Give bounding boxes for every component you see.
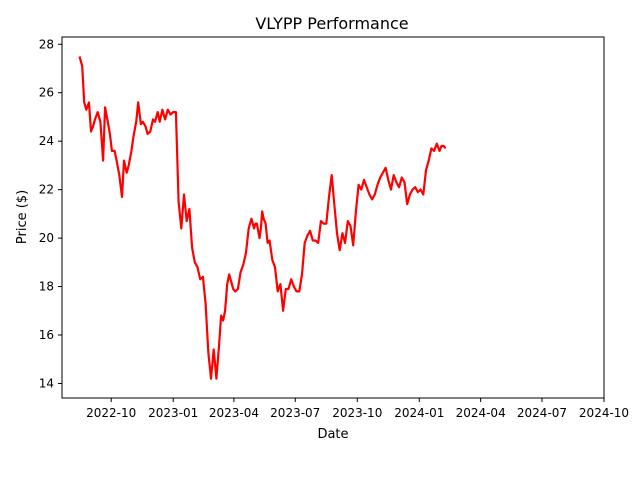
- x-ticks: 2022-10 2023-01 2023-04 2023-07 2023-10 2024-…: [86, 398, 629, 420]
- price-line: [78, 56, 447, 380]
- x-axis-label: Date: [317, 427, 348, 442]
- x-tick-label: 2024-10: [579, 406, 629, 420]
- plot-frame: [61, 36, 605, 399]
- x-tick-label: 2024-04: [456, 406, 506, 420]
- x-tick-label: 2023-07: [270, 406, 320, 420]
- x-tick-label: 2023-01: [148, 406, 198, 420]
- y-tick-label: 22: [39, 183, 54, 197]
- x-tick-label: 2022-10: [86, 406, 136, 420]
- chart-title: VLYPP Performance: [255, 14, 408, 33]
- y-axis-label: Price ($): [15, 190, 30, 244]
- y-tick-label: 14: [39, 376, 54, 390]
- y-tick-label: 28: [39, 37, 54, 51]
- y-tick-label: 20: [39, 231, 54, 245]
- y-tick-label: 24: [39, 134, 54, 148]
- x-tick-label: 2023-10: [332, 406, 382, 420]
- x-tick-label: 2023-04: [209, 406, 259, 420]
- x-tick-label: 2024-01: [394, 406, 444, 420]
- x-tick-label: 2024-07: [517, 406, 567, 420]
- y-ticks: 14 16 18 20 22 24 26 28: [39, 37, 62, 390]
- y-tick-label: 26: [39, 86, 54, 100]
- y-tick-label: 16: [39, 328, 54, 342]
- y-tick-label: 18: [39, 280, 54, 294]
